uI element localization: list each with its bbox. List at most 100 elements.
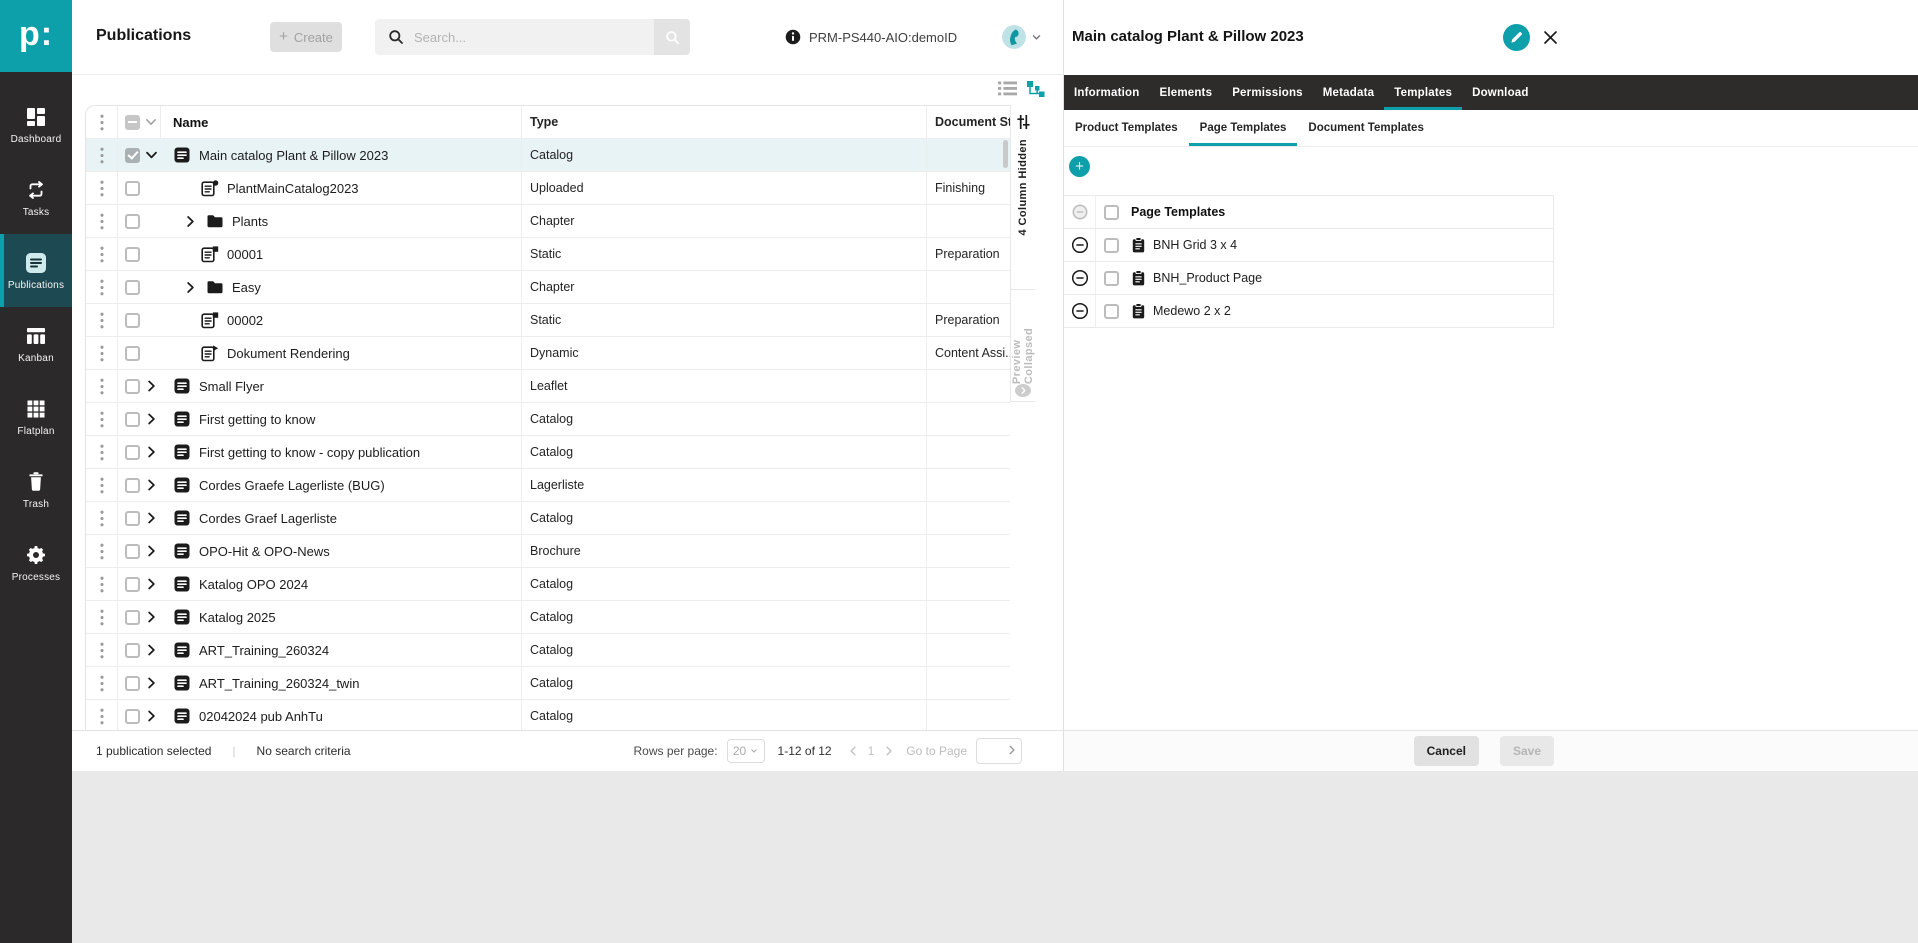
- column-header-status[interactable]: Document St...: [935, 115, 1010, 129]
- row-checkbox[interactable]: [125, 147, 140, 163]
- chevron-right-icon[interactable]: [144, 478, 159, 493]
- remove-template-icon[interactable]: [1071, 269, 1089, 287]
- tab-information[interactable]: Information: [1074, 86, 1140, 99]
- table-row[interactable]: 00001 Static Preparation: [86, 238, 1010, 271]
- goto-page-submit-icon[interactable]: [1006, 744, 1018, 756]
- row-drag-handle[interactable]: [86, 172, 118, 204]
- select-all-templates-checkbox[interactable]: [1104, 204, 1119, 220]
- remove-template-icon[interactable]: [1071, 302, 1089, 320]
- table-row[interactable]: First getting to know Catalog: [86, 403, 1010, 436]
- row-checkbox[interactable]: [125, 609, 140, 625]
- tab-templates[interactable]: Templates: [1384, 75, 1462, 110]
- chevron-right-icon[interactable]: [144, 511, 159, 526]
- row-checkbox[interactable]: [125, 510, 140, 526]
- table-row[interactable]: Plants Chapter: [86, 205, 1010, 238]
- preview-collapsed-strip[interactable]: Preview Collapsed: [1010, 290, 1035, 402]
- subtab-page-templates[interactable]: Page Templates: [1189, 110, 1298, 146]
- row-checkbox[interactable]: [125, 279, 140, 295]
- row-checkbox[interactable]: [125, 180, 140, 196]
- tab-metadata[interactable]: Metadata: [1322, 86, 1375, 99]
- list-view-icon[interactable]: [998, 81, 1017, 96]
- search-input[interactable]: [404, 29, 654, 45]
- chevron-right-icon[interactable]: [183, 280, 198, 295]
- row-checkbox[interactable]: [125, 312, 140, 328]
- row-checkbox[interactable]: [125, 477, 140, 493]
- table-row[interactable]: Cordes Graefe Lagerliste (BUG) Lagerliste: [86, 469, 1010, 502]
- info-icon[interactable]: [785, 29, 801, 45]
- row-checkbox[interactable]: [125, 576, 140, 592]
- row-checkbox[interactable]: [125, 708, 140, 724]
- template-checkbox[interactable]: [1104, 237, 1119, 253]
- row-drag-handle[interactable]: [86, 370, 118, 402]
- table-row[interactable]: Main catalog Plant & Pillow 2023 Catalog: [86, 139, 1010, 172]
- select-all-checkbox[interactable]: [125, 114, 140, 130]
- tab-download[interactable]: Download: [1472, 86, 1529, 99]
- table-row[interactable]: Dokument Rendering Dynamic Content Assi...: [86, 337, 1010, 370]
- row-checkbox[interactable]: [125, 543, 140, 559]
- table-row[interactable]: Cordes Graef Lagerliste Catalog: [86, 502, 1010, 535]
- sidebar-item-kanban[interactable]: Kanban: [0, 307, 72, 380]
- table-row[interactable]: ART_Training_260324 Catalog: [86, 634, 1010, 667]
- tab-elements[interactable]: Elements: [1159, 86, 1213, 99]
- chevron-right-icon[interactable]: [144, 412, 159, 427]
- row-checkbox[interactable]: [125, 378, 140, 394]
- create-button[interactable]: + Create: [270, 22, 342, 52]
- edit-button[interactable]: [1503, 24, 1530, 51]
- table-row[interactable]: Katalog OPO 2024 Catalog: [86, 568, 1010, 601]
- template-checkbox[interactable]: [1104, 303, 1119, 319]
- row-drag-handle[interactable]: [86, 601, 118, 633]
- template-row[interactable]: BNH_Product Page: [1064, 262, 1553, 295]
- table-scrollbar[interactable]: [1003, 140, 1008, 168]
- chevron-right-icon[interactable]: [144, 709, 159, 724]
- expand-preview-button[interactable]: [1015, 384, 1031, 397]
- row-checkbox[interactable]: [125, 642, 140, 658]
- row-drag-handle[interactable]: [86, 403, 118, 435]
- chevron-down-icon[interactable]: [144, 148, 159, 163]
- table-row[interactable]: OPO-Hit & OPO-News Brochure: [86, 535, 1010, 568]
- column-options-icon[interactable]: [1016, 114, 1031, 130]
- row-drag-handle[interactable]: [86, 634, 118, 666]
- template-row[interactable]: Medewo 2 x 2: [1064, 295, 1553, 328]
- chevron-right-icon[interactable]: [144, 445, 159, 460]
- row-drag-handle[interactable]: [86, 436, 118, 468]
- column-header-type[interactable]: Type: [530, 115, 559, 129]
- table-row[interactable]: 02042024 pub AnhTu Catalog: [86, 700, 1010, 733]
- row-checkbox[interactable]: [125, 444, 140, 460]
- row-checkbox[interactable]: [125, 675, 140, 691]
- subtab-product-templates[interactable]: Product Templates: [1075, 122, 1178, 134]
- chevron-right-icon[interactable]: [183, 214, 198, 229]
- row-drag-handle[interactable]: [86, 535, 118, 567]
- table-row[interactable]: Easy Chapter: [86, 271, 1010, 304]
- chevron-right-icon[interactable]: [144, 643, 159, 658]
- goto-page-input[interactable]: [976, 738, 1022, 764]
- remove-template-icon[interactable]: [1071, 236, 1089, 254]
- table-row[interactable]: Katalog 2025 Catalog: [86, 601, 1010, 634]
- sidebar-item-trash[interactable]: Trash: [0, 453, 72, 526]
- template-row[interactable]: BNH Grid 3 x 4: [1064, 229, 1553, 262]
- add-template-button[interactable]: +: [1069, 156, 1090, 177]
- row-checkbox[interactable]: [125, 213, 140, 229]
- table-row[interactable]: Small Flyer Leaflet: [86, 370, 1010, 403]
- close-icon[interactable]: [1543, 30, 1558, 45]
- user-menu[interactable]: [1002, 25, 1042, 49]
- row-drag-handle[interactable]: [86, 304, 118, 336]
- cancel-button[interactable]: Cancel: [1413, 736, 1479, 766]
- next-page-icon[interactable]: [883, 745, 895, 757]
- previous-page-icon[interactable]: [847, 745, 859, 757]
- app-logo[interactable]: p:: [0, 0, 72, 72]
- table-row[interactable]: ART_Training_260324_twin Catalog: [86, 667, 1010, 700]
- remove-all-icon[interactable]: [1071, 203, 1089, 221]
- row-drag-handle[interactable]: [86, 469, 118, 501]
- sidebar-item-flatplan[interactable]: Flatplan: [0, 380, 72, 453]
- sidebar-item-processes[interactable]: Processes: [0, 526, 72, 599]
- sidebar-item-dashboard[interactable]: Dashboard: [0, 88, 72, 161]
- table-row[interactable]: First getting to know - copy publication…: [86, 436, 1010, 469]
- row-drag-handle[interactable]: [86, 568, 118, 600]
- column-header-name[interactable]: Name: [173, 114, 209, 130]
- chevron-right-icon[interactable]: [144, 577, 159, 592]
- current-page-number[interactable]: 1: [867, 744, 875, 758]
- table-row[interactable]: 00002 Static Preparation: [86, 304, 1010, 337]
- row-drag-handle[interactable]: [86, 337, 118, 369]
- search-submit-button[interactable]: [654, 19, 690, 55]
- row-drag-handle[interactable]: [86, 502, 118, 534]
